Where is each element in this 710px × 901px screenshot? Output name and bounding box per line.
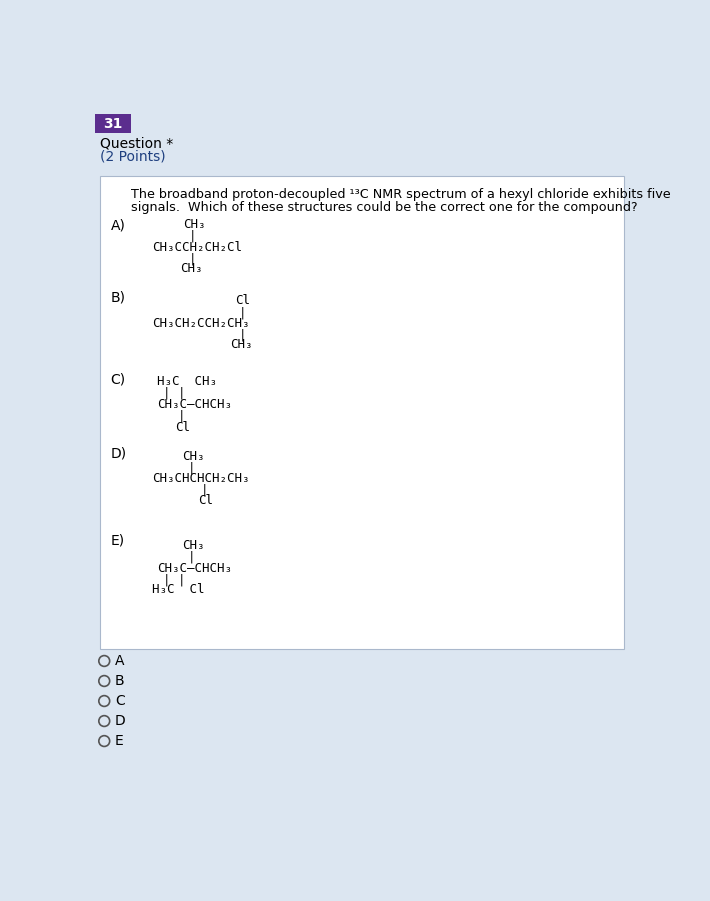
Text: B: B (115, 674, 125, 688)
Text: |: | (163, 573, 170, 587)
Text: |: | (188, 461, 195, 475)
Text: |: | (178, 410, 185, 423)
Text: C): C) (111, 372, 126, 387)
FancyBboxPatch shape (95, 114, 131, 132)
Text: |: | (239, 328, 246, 341)
Text: H₃C  Cl: H₃C Cl (153, 583, 204, 596)
Text: CH₃: CH₃ (182, 540, 205, 552)
Text: CH₃CCH₂CH₂Cl: CH₃CCH₂CH₂Cl (153, 241, 242, 253)
Text: Question *: Question * (99, 137, 173, 150)
Text: |: | (163, 387, 170, 400)
Text: Cl: Cl (175, 421, 190, 433)
Text: D): D) (111, 446, 126, 460)
Text: (2 Points): (2 Points) (99, 150, 165, 164)
Text: CH₃: CH₃ (180, 262, 202, 275)
Text: |: | (188, 551, 195, 564)
Text: |: | (239, 306, 246, 319)
FancyBboxPatch shape (99, 176, 623, 650)
Text: A: A (115, 654, 124, 668)
Text: CH₃: CH₃ (182, 450, 205, 463)
Text: H₃C  CH₃: H₃C CH₃ (157, 376, 217, 388)
Text: |: | (189, 230, 196, 242)
Text: CH₃: CH₃ (230, 339, 252, 351)
Text: Cl: Cl (235, 295, 250, 307)
Text: CH₃: CH₃ (183, 218, 206, 232)
Text: signals.  Which of these structures could be the correct one for the compound?: signals. Which of these structures could… (131, 201, 638, 214)
Text: CH₃C–CHCH₃: CH₃C–CHCH₃ (157, 561, 232, 575)
Text: |: | (178, 387, 185, 400)
Text: |: | (189, 252, 196, 265)
Text: C: C (115, 694, 125, 708)
Text: CH₃CHCHCH₂CH₃: CH₃CHCHCH₂CH₃ (153, 472, 250, 486)
Text: E: E (115, 734, 124, 748)
Text: The broadband proton-decoupled ¹³C NMR spectrum of a hexyl chloride exhibits fiv: The broadband proton-decoupled ¹³C NMR s… (131, 188, 671, 201)
Text: A): A) (111, 218, 126, 232)
Text: 31: 31 (103, 116, 122, 131)
Text: Cl: Cl (198, 494, 213, 507)
Text: CH₃CH₂CCH₂CH₃: CH₃CH₂CCH₂CH₃ (153, 317, 250, 330)
Text: D: D (115, 714, 126, 728)
Text: CH₃C–CHCH₃: CH₃C–CHCH₃ (157, 398, 232, 412)
Text: |: | (201, 484, 209, 496)
Text: |: | (178, 573, 185, 587)
Text: E): E) (111, 533, 124, 547)
Text: B): B) (111, 291, 126, 305)
